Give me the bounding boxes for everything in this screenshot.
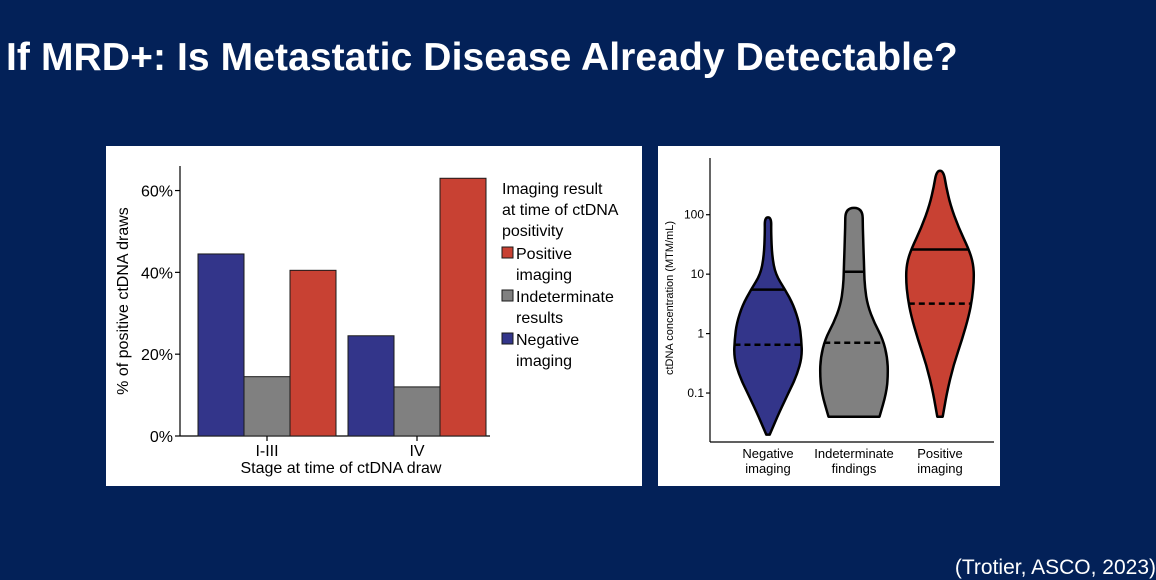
y-axis-title: ctDNA concentration (MTM/mL) xyxy=(664,221,676,375)
legend-label: Indeterminate xyxy=(516,289,614,306)
y-tick-label: 40% xyxy=(141,265,173,282)
violin-chart-panel: 0.1 1 10 100 ctDNA concentration (MTM/mL) Neg… xyxy=(658,146,1000,486)
citation: (Trotier, ASCO, 2023) xyxy=(954,556,1156,579)
violin-shape xyxy=(733,216,803,436)
legend-label: Negative xyxy=(516,332,579,349)
x-tick-label: imaging xyxy=(917,461,963,476)
legend-swatch xyxy=(501,289,514,302)
x-axis-title: Stage at time of ctDNA draw xyxy=(241,460,442,477)
legend-label: imaging xyxy=(516,353,572,370)
y-tick-label: 0.1 xyxy=(687,386,704,400)
y-tick-label: 10 xyxy=(691,267,705,281)
y-tick-label: 1 xyxy=(697,327,704,341)
bar xyxy=(243,376,291,437)
x-tick-label: Indeterminate xyxy=(814,446,894,461)
y-tick-label: 100 xyxy=(684,208,704,222)
legend-title: Imaging result xyxy=(502,181,603,198)
y-tick-label: 20% xyxy=(141,347,173,364)
y-tick-label: 0% xyxy=(150,429,173,446)
violin-chart: 0.1 1 10 100 ctDNA concentration (MTM/mL) Neg… xyxy=(664,158,994,476)
violin-shape xyxy=(818,206,890,418)
bar xyxy=(289,269,337,437)
bar xyxy=(197,253,245,437)
legend-swatch xyxy=(501,246,514,259)
legend-swatch xyxy=(501,332,514,345)
legend-title: positivity xyxy=(502,223,563,240)
y-tick-label: 60% xyxy=(141,184,173,201)
bar-chart-panel: 0% 20% 40% 60% I-III IV Stage at time of ctDNA… xyxy=(106,146,642,486)
x-tick-label: Negative xyxy=(742,446,793,461)
bar xyxy=(393,386,441,437)
x-tick-label: Positive xyxy=(917,446,963,461)
legend-title: at time of ctDNA xyxy=(502,202,619,219)
legend-label: Positive xyxy=(516,246,572,263)
legend-label: imaging xyxy=(516,267,572,284)
bar xyxy=(347,335,395,437)
legend-label: results xyxy=(516,310,563,327)
y-axis-title: % of positive ctDNA draws xyxy=(115,207,132,395)
violin-shape xyxy=(904,169,976,418)
x-tick-label: findings xyxy=(832,461,877,476)
x-tick-label: imaging xyxy=(745,461,791,476)
x-tick-label: IV xyxy=(409,443,424,460)
slide-title: If MRD+: Is Metastatic Disease Already D… xyxy=(6,36,958,79)
x-tick-label: I-III xyxy=(255,443,278,460)
bar xyxy=(439,177,487,437)
